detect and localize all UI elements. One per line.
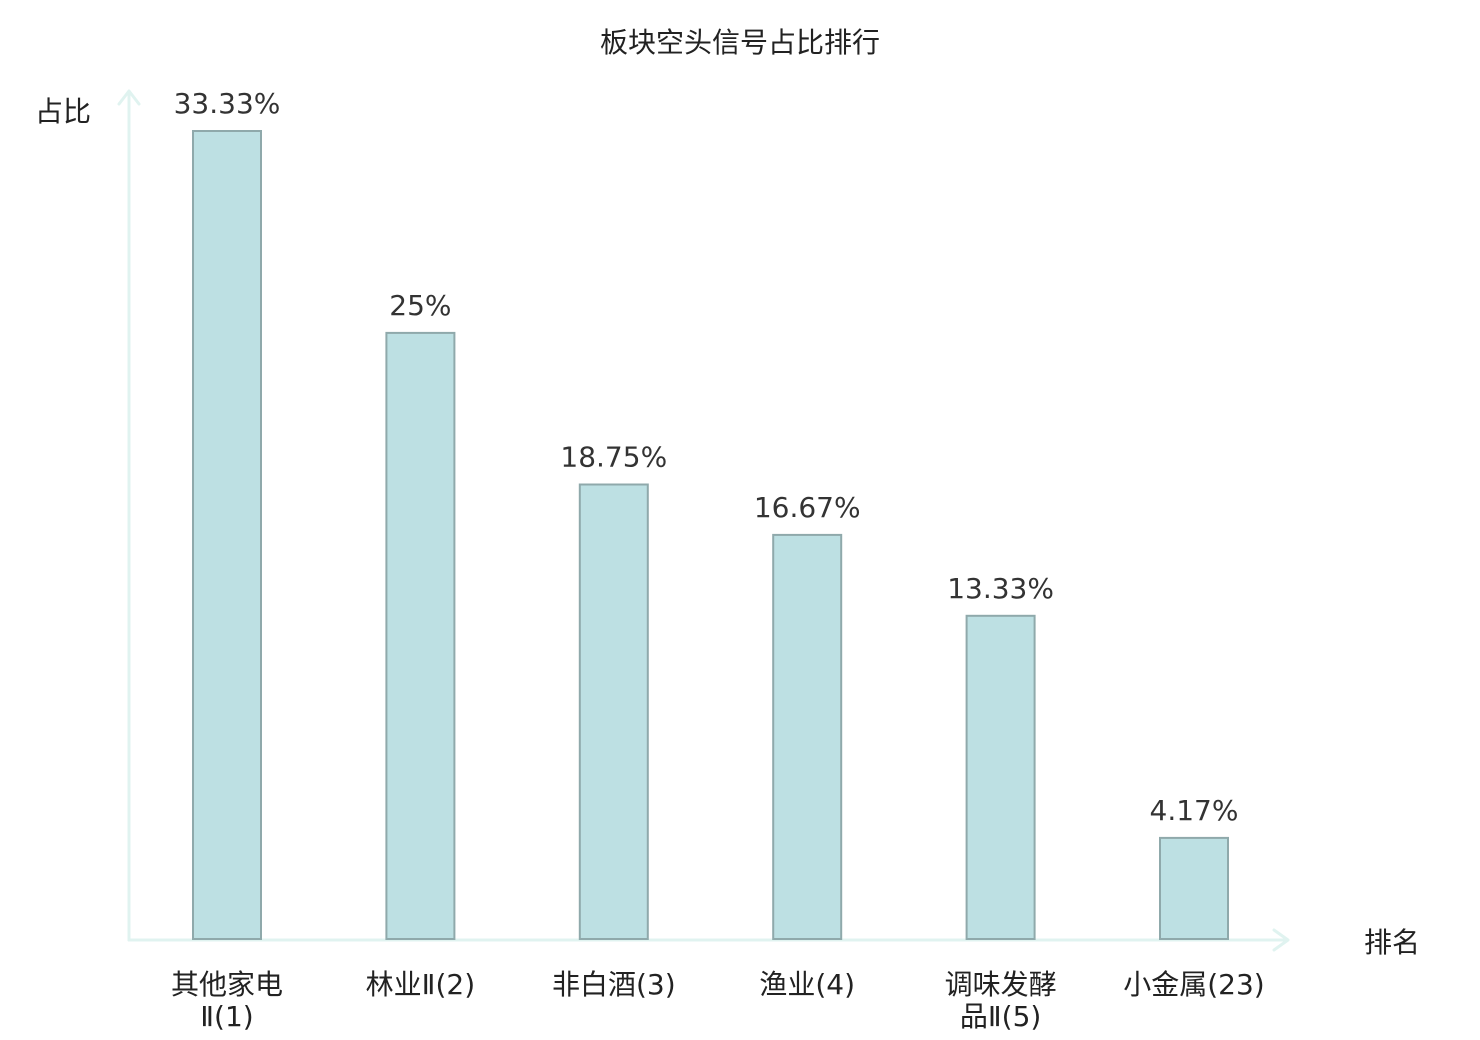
chart-title: 板块空头信号占比排行 [600, 26, 880, 59]
bar [192, 130, 262, 940]
category-label: 非白酒(3) [552, 968, 676, 1001]
bar [965, 614, 1036, 940]
category-label-line2: 品Ⅱ(5) [960, 1000, 1041, 1033]
category-label-line2: Ⅱ(1) [200, 1000, 253, 1033]
value-label: 16.67% [754, 491, 861, 524]
category-label: 其他家电 [171, 968, 283, 1001]
bar [1159, 836, 1229, 941]
category-label: 小金属(23) [1123, 968, 1264, 1001]
category-label: 林业Ⅱ(2) [366, 968, 475, 1001]
bar [578, 483, 649, 940]
y-axis-label: 占比 [35, 95, 91, 128]
y-axis-arrow [117, 89, 141, 106]
bar [772, 533, 843, 941]
x-axis-label: 排名 [1364, 926, 1420, 959]
value-label: 25% [389, 289, 451, 322]
category-label: 调味发酵 [945, 968, 1057, 1001]
category-label: 渔业(4) [759, 968, 855, 1001]
value-label: 13.33% [947, 572, 1054, 605]
value-label: 33.33% [174, 87, 281, 120]
value-label: 4.17% [1150, 794, 1239, 827]
bar [385, 331, 456, 940]
value-labels: 33.33% 25% 18.75% 16.67% 13.33% 4.17% [174, 87, 1239, 827]
axes [117, 89, 1290, 952]
value-label: 18.75% [560, 441, 667, 474]
bars [192, 130, 1229, 941]
x-axis-arrow [1272, 928, 1290, 952]
